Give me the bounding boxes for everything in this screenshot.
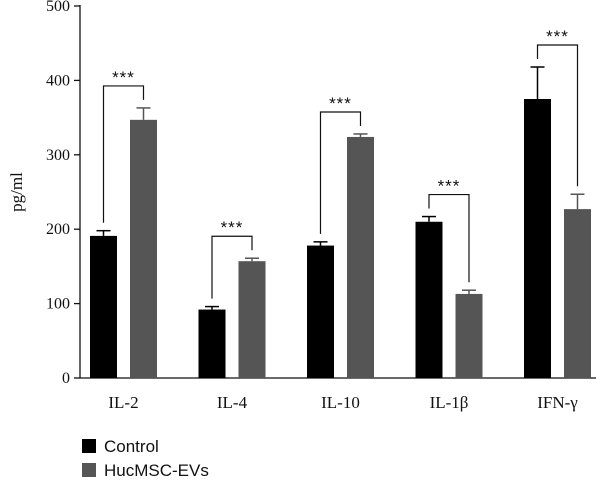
bar-hucmsc-evs bbox=[347, 136, 374, 378]
y-tick-label: 100 bbox=[46, 296, 70, 313]
significance-bracket bbox=[319, 111, 362, 234]
x-tick-label: IL-10 bbox=[321, 393, 360, 412]
significance-label: *** bbox=[112, 68, 135, 87]
bar-control bbox=[524, 99, 551, 378]
legend-swatch bbox=[82, 463, 96, 477]
significance-label: *** bbox=[438, 177, 461, 196]
x-tick-label: IL-2 bbox=[108, 393, 138, 412]
significance-bracket bbox=[102, 85, 145, 223]
legend-label: HucMSC-EVs bbox=[104, 461, 209, 480]
labels: 0 100 200 300 400 500 pg/ml IL-2 IL-4 IL-10 IL-1β I… bbox=[7, 0, 578, 412]
bar-control bbox=[90, 235, 117, 378]
significance-bracket bbox=[536, 44, 579, 187]
bar-hucmsc-evs bbox=[564, 209, 591, 378]
significance-label: *** bbox=[546, 27, 569, 46]
bar-hucmsc-evs bbox=[238, 261, 266, 378]
legend: Control HucMSC-EVs bbox=[82, 437, 209, 480]
x-tick-label: IFN-γ bbox=[537, 393, 578, 412]
bar-hucmsc-evs bbox=[455, 293, 483, 378]
bar-control bbox=[415, 221, 443, 378]
y-tick-label: 400 bbox=[46, 72, 70, 89]
bar-control bbox=[198, 309, 226, 378]
significance-label: *** bbox=[329, 94, 352, 113]
significance-label: *** bbox=[221, 218, 244, 237]
y-tick-label: 200 bbox=[46, 221, 70, 238]
bar-control bbox=[307, 245, 334, 378]
y-axis-title: pg/ml bbox=[7, 172, 26, 212]
y-tick-label: 0 bbox=[62, 370, 70, 387]
y-tick-label: 500 bbox=[46, 0, 70, 15]
legend-swatch bbox=[82, 439, 96, 453]
x-tick-label: IL-1β bbox=[430, 393, 469, 412]
significance-bracket bbox=[428, 193, 470, 283]
axes bbox=[74, 5, 596, 379]
bars bbox=[90, 66, 591, 378]
y-tick-label: 300 bbox=[46, 147, 70, 164]
significance-bracket bbox=[211, 235, 253, 299]
legend-label: Control bbox=[104, 437, 159, 456]
bar-hucmsc-evs bbox=[130, 119, 157, 378]
significance-markers: *** *** *** *** *** bbox=[102, 27, 579, 299]
x-tick-label: IL-4 bbox=[217, 393, 248, 412]
